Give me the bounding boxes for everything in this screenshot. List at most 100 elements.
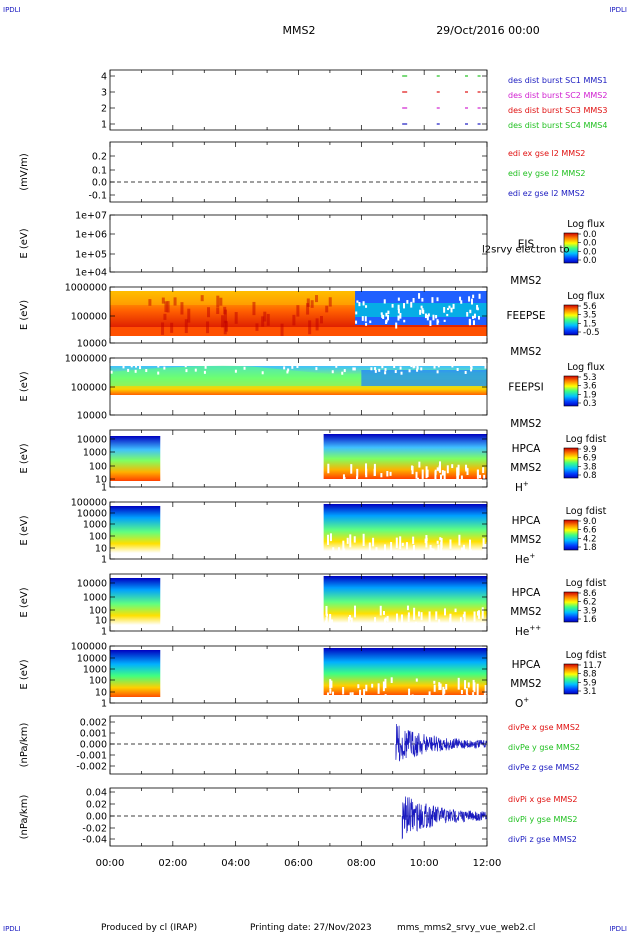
feepse-streak <box>263 311 267 322</box>
legend-entry: divPi z gse MMS2 <box>508 835 577 844</box>
hpca-gap <box>433 684 436 692</box>
colorbar-tick-label: -0.5 <box>583 328 600 338</box>
hpca-gap <box>465 688 468 695</box>
hpca-gap <box>410 465 413 471</box>
y-tick-label: 4 <box>101 72 107 83</box>
feepse-gap <box>432 314 435 321</box>
y-tick-label: 0.00 <box>86 812 107 823</box>
spacecraft-label: MMS2 <box>510 275 541 287</box>
hpca-gap <box>351 692 354 696</box>
feepse-streak <box>308 320 312 335</box>
feepsi-gap <box>416 366 419 370</box>
feepse-streak <box>292 314 296 326</box>
hpca-gap <box>438 619 441 627</box>
hpca-gap <box>329 679 332 689</box>
spacecraft-label: MMS2 <box>510 534 541 546</box>
hpca-gap <box>329 613 332 627</box>
hpca-gap <box>443 608 446 616</box>
feepse-gap <box>399 312 402 319</box>
instrument-label: HPCA <box>512 587 542 599</box>
colorbar-tick-label: 3.1 <box>583 687 597 697</box>
y-tick-label: 0.000 <box>80 740 107 751</box>
hpca-gap <box>377 683 380 694</box>
corner-label-top-left: IPDLI <box>3 6 21 14</box>
feepse-streak <box>234 312 238 324</box>
hpca-gap <box>375 547 378 551</box>
hpca-gap <box>390 623 393 630</box>
feepse-gap <box>450 307 453 313</box>
feepsi-gap <box>315 367 318 371</box>
colorbar-tick-label: 6.6 <box>583 526 597 536</box>
hpca-gap <box>356 624 359 629</box>
hpca-gap <box>348 615 351 620</box>
y-axis-label: (mV/m) <box>19 153 30 191</box>
feepse-streak <box>207 307 211 318</box>
hpca-gap <box>399 536 402 550</box>
hpca-gap <box>466 468 469 476</box>
colorbar-tick-label: 8.8 <box>583 670 597 680</box>
y-tick-label: 10000 <box>77 579 107 590</box>
feepse-streak <box>223 306 227 315</box>
colorbar-tick-label: 8.6 <box>583 589 597 599</box>
y-tick-label: 1000000 <box>65 354 107 365</box>
hpca-gap <box>472 692 475 702</box>
y-tick-label: 0.001 <box>80 729 107 740</box>
hpca-gap <box>438 685 441 690</box>
feepsi-gap <box>110 370 113 374</box>
instrument-label: HPCA <box>512 443 542 455</box>
y-tick-label: 100 <box>89 462 107 473</box>
hpca-gap <box>458 534 461 546</box>
feepse-streak <box>255 323 259 331</box>
feepse-gap <box>443 307 446 313</box>
hpca-spectrogram-block <box>110 506 161 553</box>
spacecraft-label: MMS2 <box>510 678 541 690</box>
footer-printing-date: Printing date: 27/Nov/2023 <box>250 923 372 933</box>
colorbar <box>563 447 579 479</box>
corner-label-top-right: IPDLI <box>609 6 627 14</box>
hpca-gap <box>428 611 431 623</box>
colorbar <box>563 304 579 336</box>
legend-entry: des dist burst SC3 MMS3 <box>508 106 607 115</box>
hpca-gap <box>325 696 328 706</box>
feepsi-gap <box>185 369 188 373</box>
hpca-gap <box>350 617 353 624</box>
hpca-gap <box>412 544 415 554</box>
feepse-gap <box>435 315 438 319</box>
y-tick-label: 0.002 <box>80 718 107 729</box>
y-tick-label: 1 <box>101 627 107 638</box>
y-axis-label: E (eV) <box>19 443 30 473</box>
feepse-streak <box>164 301 168 313</box>
hpca-gap <box>324 624 327 635</box>
y-tick-label: -0.002 <box>76 762 107 773</box>
hpca-gap <box>421 469 424 479</box>
x-tick-label: 10:00 <box>410 858 439 869</box>
hpca-gap <box>465 464 468 470</box>
y-tick-label: 10000 <box>77 509 107 520</box>
feepse-gap <box>426 314 429 321</box>
hpca-gap <box>379 605 382 616</box>
hpca-gap <box>386 616 389 622</box>
x-tick-label: 04:00 <box>221 858 250 869</box>
hpca-gap <box>431 550 434 556</box>
hpca-gap <box>457 464 460 476</box>
hpca-gap <box>337 622 340 634</box>
feepse-streak <box>166 301 170 313</box>
y-tick-label: 1e+05 <box>75 250 107 261</box>
hpca-gap <box>355 480 358 490</box>
feepse-gap <box>420 305 423 309</box>
hpca-gap <box>407 612 410 617</box>
feepse-gap <box>468 296 471 302</box>
colorbar-title: Log fdist <box>566 506 607 517</box>
hpca-gap <box>484 685 487 695</box>
instrument-label: HPCA <box>512 659 542 671</box>
y-tick-label: 100 <box>89 532 107 543</box>
hpca-gap <box>479 695 482 701</box>
hpca-gap <box>462 544 465 552</box>
feepse-streak <box>180 302 184 315</box>
feepse-gap <box>410 301 413 308</box>
hpca-gap <box>355 476 358 484</box>
feepse-gap <box>472 294 475 299</box>
hpca-gap <box>479 474 482 479</box>
colorbar-tick-label: 4.2 <box>583 534 597 544</box>
feepsi-gap <box>484 365 487 369</box>
